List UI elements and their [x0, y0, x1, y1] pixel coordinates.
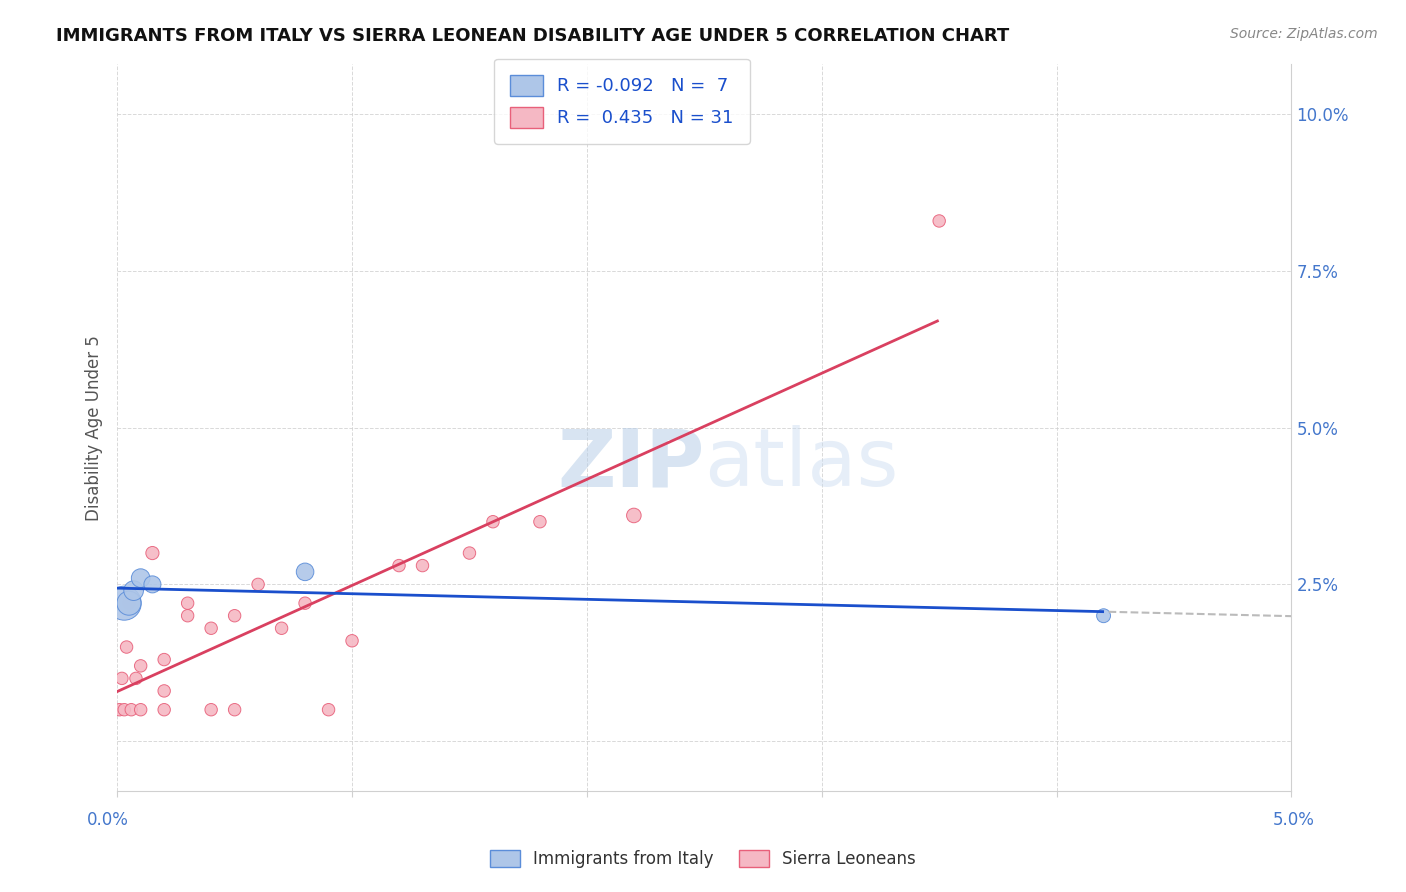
Point: [120, 703, 142, 717]
Point: [141, 577, 163, 591]
Text: 0.0%: 0.0%: [87, 811, 129, 829]
Point: [153, 684, 176, 698]
Point: [112, 703, 135, 717]
Point: [112, 596, 135, 610]
Legend: Immigrants from Italy, Sierra Leoneans: Immigrants from Italy, Sierra Leoneans: [484, 843, 922, 875]
Y-axis label: Disability Age Under 5: Disability Age Under 5: [86, 334, 103, 521]
Point: [928, 214, 950, 228]
Point: [411, 558, 433, 573]
Point: [224, 703, 246, 717]
Point: [153, 652, 176, 666]
Text: Source: ZipAtlas.com: Source: ZipAtlas.com: [1230, 27, 1378, 41]
Point: [318, 703, 340, 717]
Point: [224, 608, 246, 623]
Point: [200, 703, 222, 717]
Point: [108, 703, 131, 717]
Legend: R = -0.092   N =  7, R =  0.435   N = 31: R = -0.092 N = 7, R = 0.435 N = 31: [495, 59, 749, 144]
Point: [1092, 608, 1115, 623]
Point: [247, 577, 270, 591]
Point: [111, 672, 134, 686]
Point: [118, 596, 141, 610]
Point: [129, 703, 152, 717]
Point: [176, 608, 198, 623]
Point: [153, 703, 176, 717]
Text: 5.0%: 5.0%: [1272, 811, 1315, 829]
Point: [129, 571, 152, 585]
Point: [115, 640, 138, 654]
Point: [340, 633, 363, 648]
Point: [270, 621, 292, 635]
Point: [482, 515, 505, 529]
Point: [623, 508, 645, 523]
Point: [388, 558, 411, 573]
Point: [458, 546, 481, 560]
Point: [129, 658, 152, 673]
Point: [118, 596, 141, 610]
Text: IMMIGRANTS FROM ITALY VS SIERRA LEONEAN DISABILITY AGE UNDER 5 CORRELATION CHART: IMMIGRANTS FROM ITALY VS SIERRA LEONEAN …: [56, 27, 1010, 45]
Text: atlas: atlas: [704, 425, 898, 503]
Point: [141, 546, 163, 560]
Point: [200, 621, 222, 635]
Point: [529, 515, 551, 529]
Point: [294, 565, 316, 579]
Point: [125, 672, 148, 686]
Text: ZIP: ZIP: [557, 425, 704, 503]
Point: [122, 583, 145, 598]
Point: [294, 596, 316, 610]
Point: [176, 596, 198, 610]
